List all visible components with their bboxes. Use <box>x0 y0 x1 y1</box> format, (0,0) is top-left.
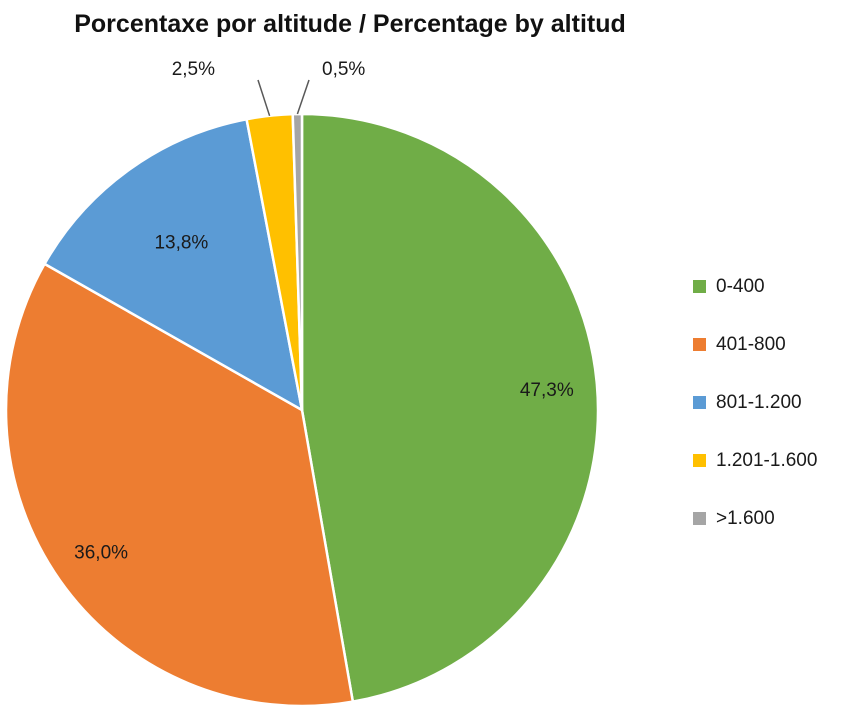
data-label-0-400: 47,3% <box>520 380 574 401</box>
legend-swatch <box>693 512 706 525</box>
data-label-401-800: 36,0% <box>74 543 128 564</box>
chart-title: Porcentaxe por altitude / Percentage by … <box>74 10 626 38</box>
pie-slice-801-1-200 <box>43 117 304 412</box>
legend-item-801-1200: 801-1.200 <box>693 388 817 417</box>
data-label-1-201-1-600: 2,5% <box>172 59 215 80</box>
legend-item-0-400: 0-400 <box>693 272 817 301</box>
data-label-1-600: 0,5% <box>322 59 365 80</box>
pie-slice-0-400 <box>300 112 600 703</box>
legend-item-1201-1600: 1.201-1.600 <box>693 446 817 475</box>
legend-label: 0-400 <box>716 275 765 297</box>
legend-item-over-1600: >1.600 <box>693 504 817 533</box>
leader-line-1-201-1-600 <box>257 79 271 117</box>
legend-label: >1.600 <box>716 507 775 529</box>
pie-slice-401-800 <box>4 262 355 708</box>
legend-item-401-800: 401-800 <box>693 330 817 359</box>
legend-swatch <box>693 280 706 293</box>
legend-label: 801-1.200 <box>716 391 802 413</box>
leader-lines <box>257 79 310 117</box>
legend-swatch <box>693 338 706 351</box>
legend-swatch <box>693 454 706 467</box>
legend-label: 401-800 <box>716 333 786 355</box>
legend-label: 1.201-1.600 <box>716 449 818 471</box>
leader-line-1-600 <box>296 79 310 115</box>
pie-slice-1-600 <box>291 112 304 412</box>
data-labels: 47,3% 36,0% 13,8% 2,5% 0,5% <box>74 59 574 564</box>
legend-swatch <box>693 396 706 409</box>
pie-slices <box>4 112 600 708</box>
data-label-801-1-200: 13,8% <box>154 233 208 254</box>
chart-legend: 0-400 401-800 801-1.200 1.201-1.600 >1.6… <box>693 272 817 562</box>
